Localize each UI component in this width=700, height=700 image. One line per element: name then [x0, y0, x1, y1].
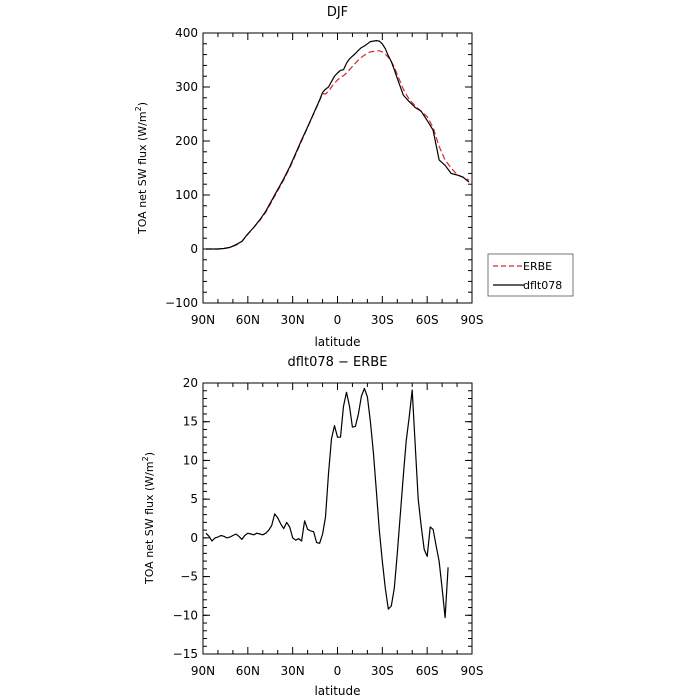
top-x-tick-label: 30N	[281, 313, 305, 327]
top-x-tick-label: 0	[334, 313, 342, 327]
legend-box	[487, 253, 574, 297]
top-x-tick-label: 60S	[416, 313, 439, 327]
bottom-y-tick-label: −15	[173, 647, 198, 661]
top-series-line-erbe	[206, 50, 470, 250]
legend-erbe-label: ERBE	[523, 260, 552, 273]
top-series-lines	[206, 40, 470, 250]
bottom-x-tick-label: 60S	[416, 664, 439, 678]
legend: ERBE dflt078	[487, 253, 574, 297]
bottom-y-tick-label: 10	[183, 453, 198, 467]
top-x-axis-label: latitude	[314, 335, 360, 349]
top-y-axis-label-main: TOA net SW flux (W/m	[136, 111, 149, 235]
legend-dflt078-label: dflt078	[523, 279, 562, 292]
bottom-x-tick-label: 90S	[461, 664, 484, 678]
bottom-series-line-difference	[205, 387, 449, 619]
top-y-axis-label-tail: )	[136, 102, 149, 106]
bottom-y-tick-label: 20	[183, 376, 198, 390]
bottom-y-tick-label: 5	[190, 492, 198, 506]
bottom-chart-panel: dflt078 − ERBE latitude TOA net SW flux …	[141, 355, 483, 698]
top-series-line-dflt078	[206, 40, 470, 250]
bottom-plot-frame	[202, 382, 473, 655]
top-y-axis-label-sup: 2	[134, 106, 143, 111]
top-ticks: 90N 60N 30N 0 30S 60S 90S −100 0 100 200 300 400	[165, 26, 483, 327]
top-y-tick-label: 400	[175, 26, 198, 40]
top-x-tick-label: 90N	[191, 313, 215, 327]
top-x-tick-label: 30S	[371, 313, 394, 327]
bottom-y-tick-label: 15	[183, 415, 198, 429]
bottom-y-axis-label-sup: 2	[141, 456, 150, 461]
bottom-ticks: 90N 60N 30N 0 30S 60S 90S −15 −10 −5 0 5 10 15 20	[173, 376, 484, 678]
bottom-x-axis-label: latitude	[314, 684, 360, 698]
top-y-tick-label: −100	[165, 296, 198, 310]
top-x-tick-label: 90S	[461, 313, 484, 327]
top-chart-panel: DJF latitude TOA net SW flux (W/m2) 90N 6…	[134, 5, 483, 349]
bottom-x-tick-label: 30S	[371, 664, 394, 678]
top-y-tick-label: 300	[175, 80, 198, 94]
bottom-y-axis-label-tail: )	[143, 452, 156, 456]
top-y-axis-label: TOA net SW flux (W/m2)	[134, 102, 149, 235]
bottom-y-tick-label: 0	[190, 531, 198, 545]
bottom-x-tick-label: 60N	[236, 664, 260, 678]
bottom-series-lines	[205, 387, 449, 619]
bottom-y-tick-label: −10	[173, 608, 198, 622]
top-y-tick-label: 200	[175, 134, 198, 148]
top-y-tick-label: 0	[190, 242, 198, 256]
bottom-y-tick-label: −5	[180, 570, 198, 584]
bottom-x-tick-label: 30N	[281, 664, 305, 678]
bottom-chart-title: dflt078 − ERBE	[288, 355, 388, 370]
bottom-y-axis-label-main: TOA net SW flux (W/m	[143, 461, 156, 585]
top-y-tick-label: 100	[175, 188, 198, 202]
top-chart-title: DJF	[327, 5, 348, 20]
bottom-x-tick-label: 90N	[191, 664, 215, 678]
top-x-tick-label: 60N	[236, 313, 260, 327]
bottom-y-axis-label: TOA net SW flux (W/m2)	[141, 452, 156, 585]
bottom-x-tick-label: 0	[334, 664, 342, 678]
